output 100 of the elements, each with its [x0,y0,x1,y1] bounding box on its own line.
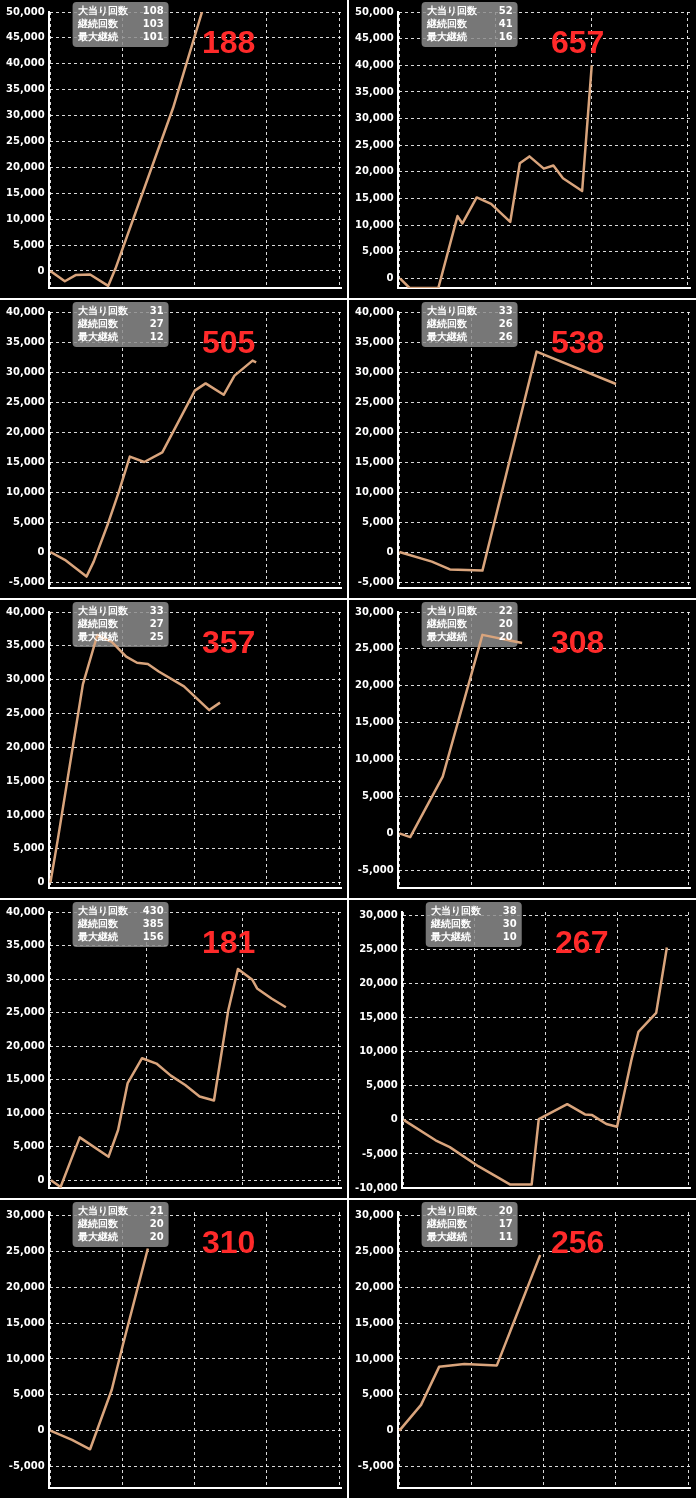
y-tick-label: 0 [37,1424,45,1436]
y-tick-label: 0 [37,264,45,276]
y-tick-label: 35,000 [6,939,45,951]
annotation: 16 [498,31,513,43]
annotation: 108 [142,5,164,17]
y-tick-label: 45,000 [6,31,45,43]
annotation: 最大継続 [429,931,471,943]
y-tick-label: 40,000 [355,305,394,317]
y-tick-label: 25,000 [355,642,394,654]
annotation: 20 [149,1231,164,1243]
annotation: 継続回数 [76,18,119,30]
y-tick-label: 5,000 [12,842,45,854]
annotation: 大当り回数 [425,1205,478,1217]
y-tick-label: -5,000 [8,575,45,587]
annotation: 最大継続 [425,631,467,643]
annotation: 継続回数 [425,618,468,630]
y-tick-label: 25,000 [355,1245,394,1257]
y-tick-label: 20,000 [359,977,398,989]
annotation: 継続回数 [429,918,472,930]
annotation: 52 [498,5,513,17]
y-tick-label: 35,000 [355,335,394,347]
y-tick-label: -5,000 [8,1460,45,1472]
chart-title: 657 [550,23,605,60]
chart-title: 256 [550,1223,605,1260]
y-tick-label: 20,000 [355,165,394,177]
annotation: 大当り回数 [76,605,129,617]
y-tick-label: 5,000 [12,238,45,250]
annotation: 継続回数 [425,1218,468,1230]
y-tick-label: 10,000 [355,753,394,765]
annotation: 33 [149,605,164,617]
y-tick-label: 35,000 [6,83,45,95]
y-tick-label: 15,000 [6,455,45,467]
y-tick-label: 40,000 [6,605,45,617]
y-tick-label: 35,000 [6,335,45,347]
y-tick-label: -5,000 [361,1147,398,1159]
annotation: 22 [498,605,513,617]
annotation: 大当り回数 [76,305,129,317]
y-tick-label: 30,000 [359,909,398,920]
y-tick-label: 5,000 [361,1388,394,1400]
y-tick-label: 20,000 [6,740,45,752]
annotation: 17 [498,1218,513,1230]
y-tick-label: 25,000 [6,395,45,407]
y-tick-label: 35,000 [355,85,394,97]
chart-title: 505 [201,323,256,360]
annotation: 41 [498,18,513,30]
y-tick-label: 20,000 [6,425,45,437]
y-tick-label: 5,000 [361,790,394,802]
y-tick-label: 10,000 [6,1106,45,1118]
y-tick-label: 25,000 [355,395,394,407]
y-tick-label: 10,000 [6,1352,45,1364]
y-tick-label: 15,000 [6,1073,45,1085]
y-tick-label: 10,000 [359,1045,398,1057]
chart-title: 310 [201,1223,256,1260]
y-tick-label: 0 [37,545,45,557]
y-tick-label: 5,000 [12,1140,45,1152]
y-tick-label: 5,000 [366,1079,398,1091]
y-tick-label: 10,000 [6,212,45,224]
y-tick-label: -10,000 [354,1181,398,1193]
y-tick-label: -5,000 [357,863,394,875]
y-tick-label: 15,000 [359,1011,398,1023]
annotation: 33 [498,305,513,317]
annotation: 大当り回数 [76,905,129,917]
y-tick-label: 15,000 [6,774,45,786]
y-tick-label: 0 [386,545,394,557]
annotation: 11 [498,1231,513,1243]
y-tick-label: 10,000 [355,218,394,230]
y-tick-label: 15,000 [355,192,394,204]
y-tick-label: 30,000 [6,972,45,984]
y-tick-label: 20,000 [355,1280,394,1292]
annotation: 大当り回数 [76,5,129,17]
annotation: 27 [149,618,164,630]
y-tick-label: 20,000 [355,425,394,437]
y-tick-label: 0 [390,1113,398,1125]
annotation: 継続回数 [425,318,468,330]
y-tick-label: 5,000 [361,245,394,257]
y-tick-label: 40,000 [355,58,394,70]
y-tick-label: -5,000 [357,575,394,587]
annotation: 26 [498,318,513,330]
y-tick-label: 5,000 [12,1388,45,1400]
y-tick-label: 0 [386,272,394,283]
annotation: 最大継続 [425,31,467,43]
y-tick-label: 10,000 [355,1352,394,1364]
y-tick-label: 5,000 [361,515,394,527]
y-tick-label: 30,000 [6,365,45,377]
y-tick-label: 10,000 [355,485,394,497]
y-tick-label: 0 [386,1424,394,1436]
y-tick-label: 15,000 [355,716,394,728]
annotation: 継続回数 [76,918,119,930]
annotation: 430 [142,905,164,917]
chart-title: 538 [550,323,605,360]
annotation: 38 [502,905,517,917]
annotation: 20 [498,618,513,630]
y-tick-label: 0 [37,1173,45,1185]
y-tick-label: 45,000 [355,32,394,44]
y-tick-label: 25,000 [355,138,394,150]
annotation: 21 [149,1205,164,1217]
y-tick-label: 25,000 [359,943,398,955]
annotation: 30 [502,918,517,930]
annotation: 継続回数 [425,18,468,30]
annotation: 継続回数 [76,1218,119,1230]
